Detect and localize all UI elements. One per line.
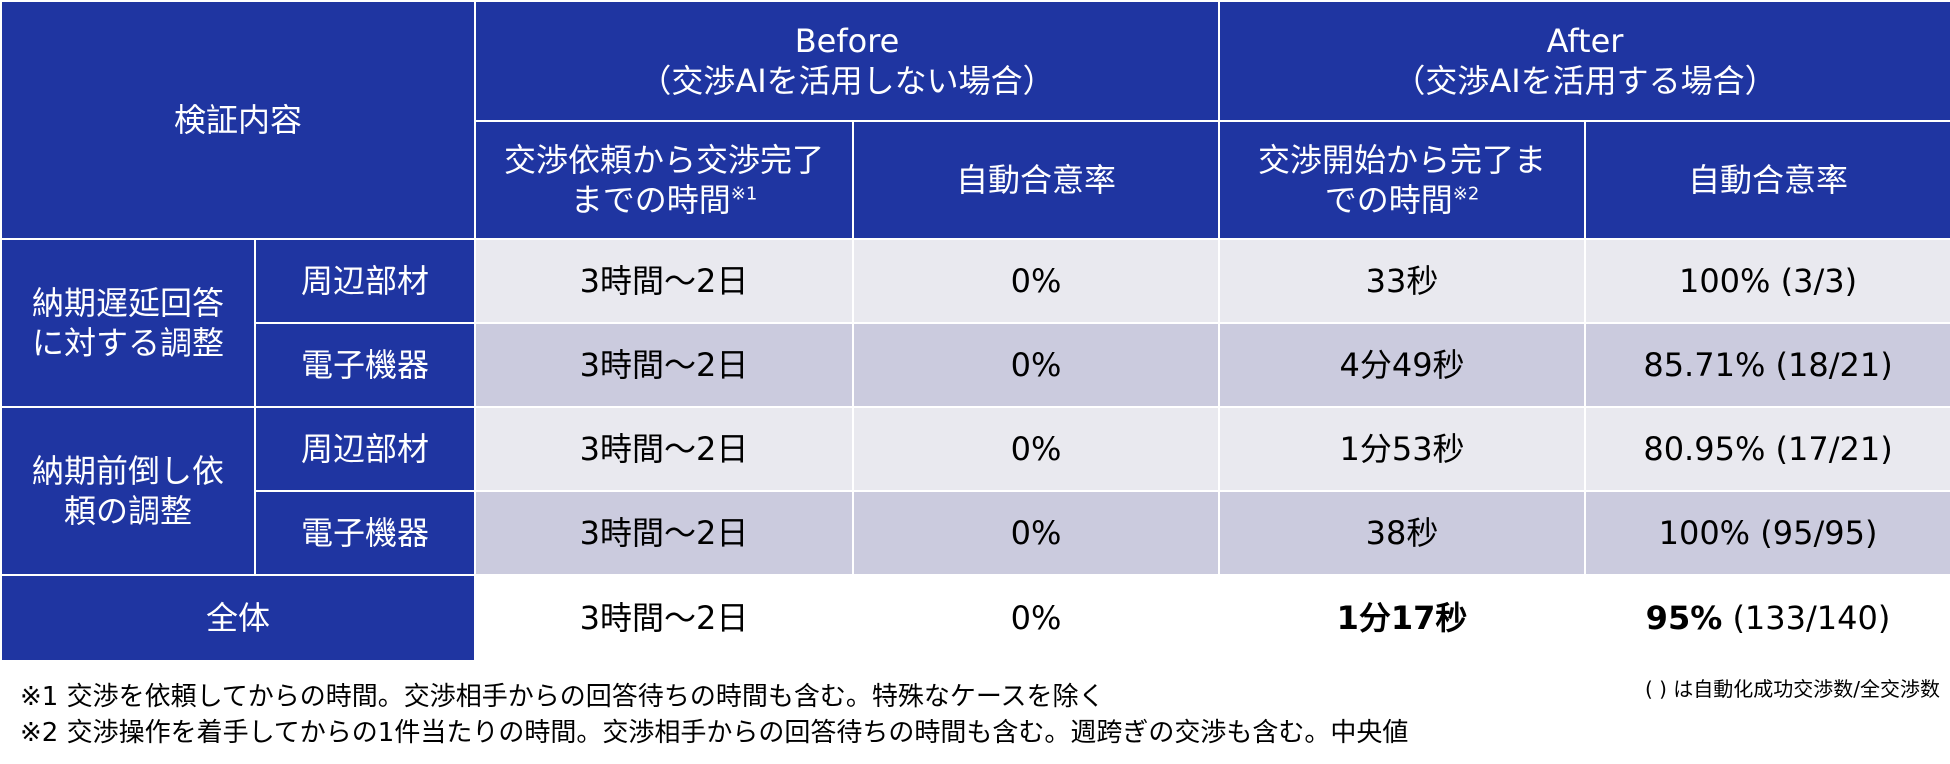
before-rate-cell: 0% [852, 238, 1221, 324]
footnote-mark-1: ※1 [730, 183, 758, 205]
footnote-1: ※1 交渉を依頼してからの時間。交渉相手からの回答待ちの時間も含む。特殊なケース… [20, 682, 1105, 712]
table-row: 電子機器 3時間〜2日 0% 38秒 100% (95/95) [1, 490, 1950, 576]
after-time-cell: 33秒 [1218, 238, 1587, 324]
before-rate-cell: 0% [852, 406, 1221, 492]
group-label: 納期前倒し依 頼の調整 [0, 406, 256, 576]
header-before-time: 交渉依頼から交渉完了 までの時間※1 [474, 120, 855, 240]
after-rate-cell: 95% (133/140) [1584, 574, 1950, 662]
before-time-cell: 3時間〜2日 [474, 490, 855, 576]
after-rate-cell: 80.95% (17/21) [1584, 406, 1950, 492]
header-after-time-line1: 交渉開始から完了ま [1258, 141, 1547, 179]
header-after-time-line2: での時間 [1324, 181, 1453, 219]
before-rate-cell: 0% [852, 490, 1221, 576]
before-time-cell: 3時間〜2日 [474, 322, 855, 408]
group-label: 納期遅延回答 に対する調整 [0, 238, 256, 408]
before-rate-cell: 0% [852, 574, 1221, 662]
table-row: 納期前倒し依 頼の調整 周辺部材 3時間〜2日 0% 1分53秒 80.95% … [0, 406, 1950, 576]
header-after: After （交渉AIを活用する場合） [1218, 0, 1950, 122]
group-label-line1: 納期前倒し依 [31, 452, 224, 490]
total-after-time: 1分17秒 [1336, 599, 1468, 637]
row-category: 電子機器 [253, 322, 477, 408]
after-time-cell: 1分53秒 [1218, 406, 1587, 492]
header-after-title: After [1546, 22, 1624, 60]
table-row: 納期遅延回答 に対する調整 周辺部材 3時間〜2日 0% 33秒 100% (3… [0, 238, 1950, 408]
before-time-cell: 3時間〜2日 [474, 238, 855, 324]
after-rate-cell: 100% (95/95) [1584, 490, 1950, 576]
header-after-subtitle: （交渉AIを活用する場合） [1393, 62, 1777, 100]
footnote-2: ※2 交渉操作を着手してからの1件当たりの時間。交渉相手からの回答待ちの時間も含… [20, 718, 1409, 748]
row-category: 電子機器 [253, 490, 477, 576]
row-category: 周辺部材 [253, 238, 477, 324]
results-table: 検証内容 Before （交渉AIを活用しない場合） After （交渉AIを活… [0, 0, 1950, 662]
header-after-rate: 自動合意率 [1584, 120, 1950, 240]
header-before-time-line2: までの時間 [570, 181, 731, 219]
header-before-rate: 自動合意率 [852, 120, 1221, 240]
before-time-cell: 3時間〜2日 [474, 574, 855, 662]
legend-note: ( ) は自動化成功交渉数/全交渉数 [1644, 677, 1940, 701]
total-row: 全体 3時間〜2日 0% 1分17秒 95% (133/140) [0, 574, 1950, 662]
row-category: 周辺部材 [253, 406, 477, 492]
before-time-cell: 3時間〜2日 [474, 406, 855, 492]
after-rate-cell: 100% (3/3) [1584, 238, 1950, 324]
total-after-rate-percent: 95% [1645, 599, 1723, 637]
before-rate-cell: 0% [852, 322, 1221, 408]
group-label-line2: に対する調整 [31, 324, 224, 362]
after-rate-cell: 85.71% (18/21) [1584, 322, 1950, 408]
header-before-time-line1: 交渉依頼から交渉完了 [504, 141, 825, 179]
footnote-mark-2: ※2 [1452, 183, 1480, 205]
after-time-cell: 4分49秒 [1218, 322, 1587, 408]
after-time-cell: 1分17秒 [1218, 574, 1587, 662]
header-before-subtitle: （交渉AIを活用しない場合） [639, 62, 1055, 100]
header-before-title: Before [794, 22, 900, 60]
table-row: 電子機器 3時間〜2日 0% 4分49秒 85.71% (18/21) [1, 322, 1950, 408]
total-after-rate-detail: (133/140) [1722, 599, 1891, 637]
header-after-time: 交渉開始から完了ま での時間※2 [1218, 120, 1587, 240]
header-before: Before （交渉AIを活用しない場合） [474, 0, 1221, 122]
after-time-cell: 38秒 [1218, 490, 1587, 576]
total-label: 全体 [0, 574, 477, 662]
group-label-line1: 納期遅延回答 [31, 284, 224, 322]
header-verification: 検証内容 [0, 0, 477, 240]
group-label-line2: 頼の調整 [63, 492, 192, 530]
